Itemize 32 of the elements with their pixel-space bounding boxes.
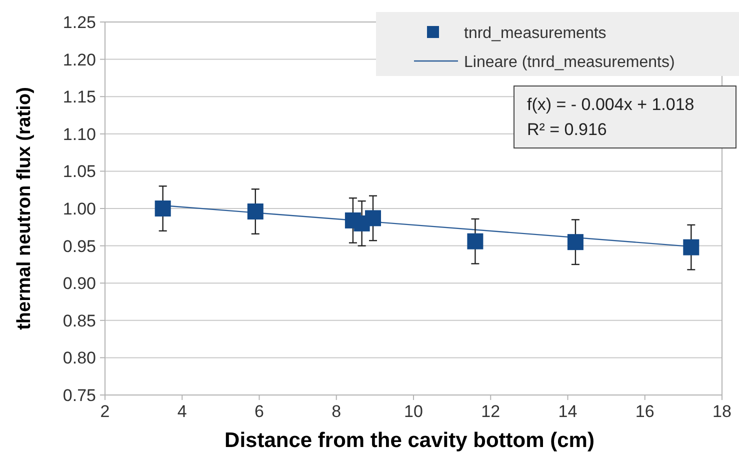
point [683, 239, 700, 256]
x-tick-label: 16 [635, 402, 654, 421]
y-tick-label: 0.80 [62, 348, 96, 368]
x-tick-label: 2 [100, 402, 110, 421]
point [567, 234, 584, 250]
legend-label: tnrd_measurements [464, 25, 606, 42]
x-tick-label: 18 [712, 402, 732, 421]
y-tick-label: 1.15 [62, 88, 96, 107]
x-tick-label: 12 [481, 402, 500, 421]
x-tick-label: 14 [558, 402, 578, 421]
x-tick-label: 4 [177, 402, 187, 421]
y-tick-label: 0.75 [62, 386, 96, 405]
point [247, 203, 264, 220]
y-tick-label: 1.25 [62, 13, 96, 32]
point [154, 200, 171, 216]
y-axis-title: thermal neutron flux (ratio) [14, 87, 35, 330]
y-tick-label: 1.10 [62, 124, 96, 144]
point [365, 210, 382, 226]
x-tick-label: 8 [332, 402, 342, 421]
y-tick-label: 1.00 [62, 200, 96, 218]
x-axis-title: Distance from the cavity bottom (cm) [224, 429, 594, 452]
y-tick-label: 0.85 [62, 311, 96, 330]
y-tick-label: 0.90 [62, 274, 96, 294]
y-tick-label: 1.05 [62, 162, 96, 182]
y-tick-label: 0.95 [62, 236, 96, 256]
y-tick-label: 1.20 [62, 50, 96, 70]
legend-label: Lineare (tnrd_measurements) [464, 54, 675, 71]
point [467, 233, 484, 250]
annotation: R² = 0.916 [527, 120, 607, 139]
annotation: f(x) = - 0.004x + 1.018 [527, 95, 694, 114]
x-tick-label: 6 [254, 402, 264, 421]
x-tick-label: 10 [404, 402, 423, 421]
